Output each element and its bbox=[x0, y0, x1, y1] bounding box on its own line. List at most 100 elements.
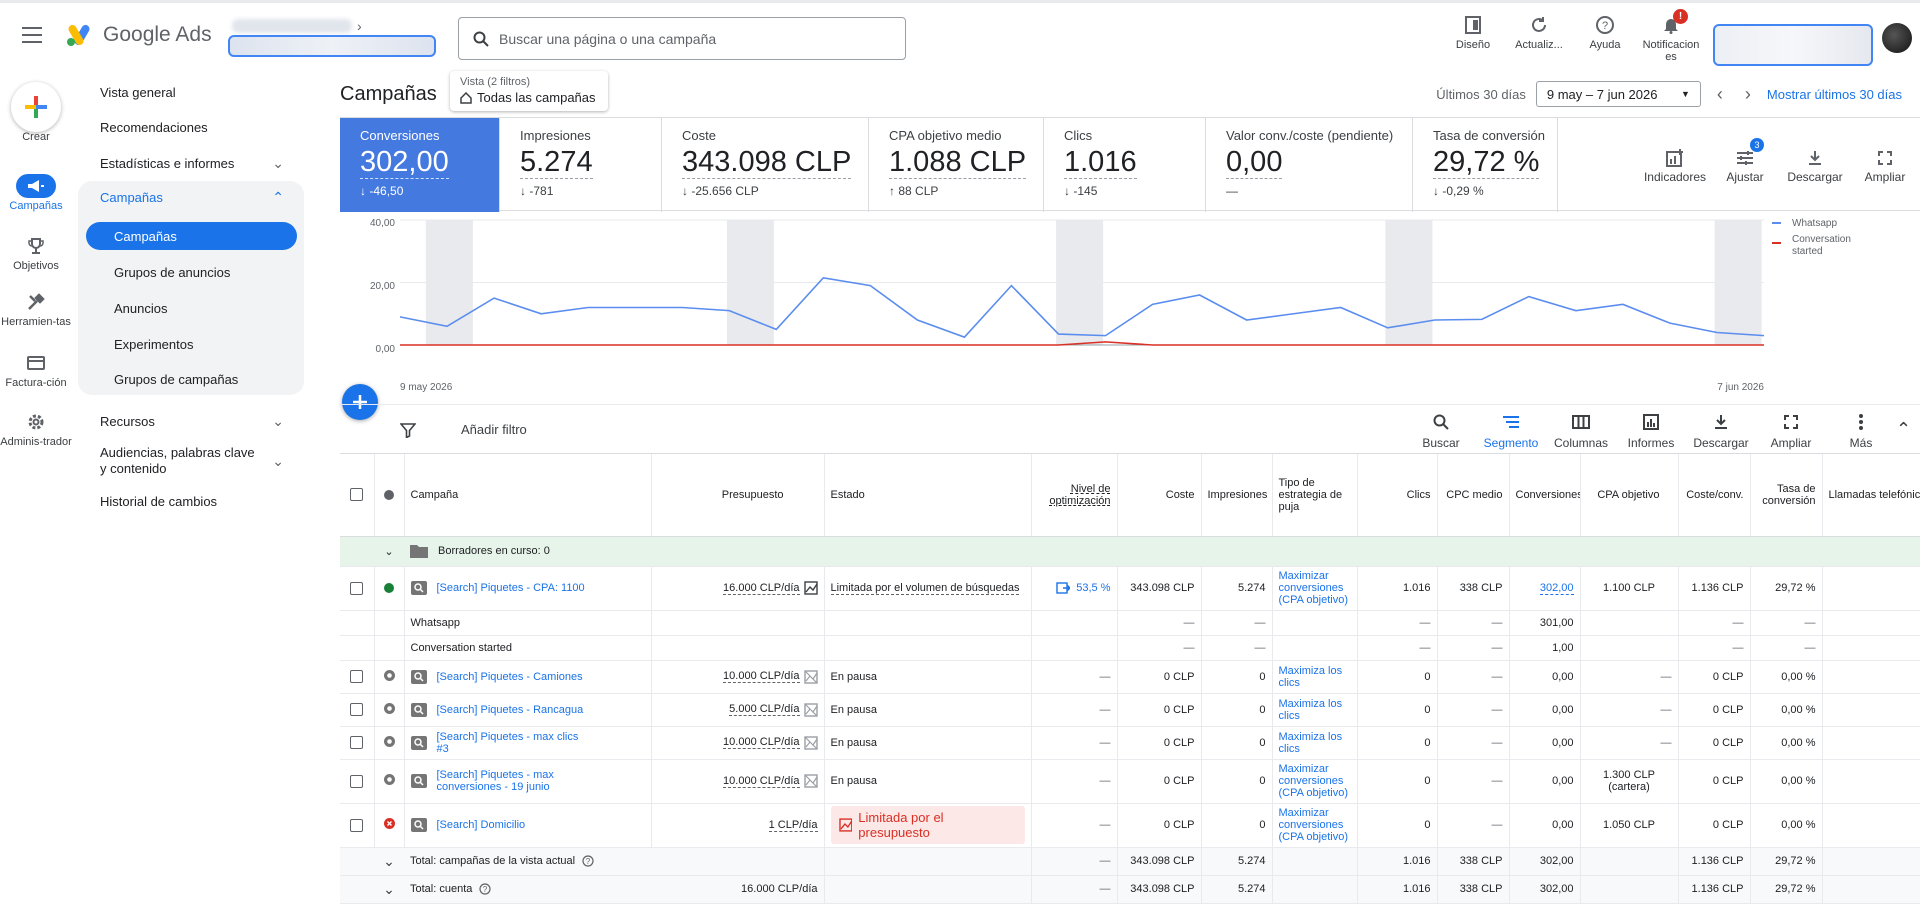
refresh-button[interactable]: Actualiz... bbox=[1506, 13, 1572, 63]
status-enabled-icon[interactable] bbox=[384, 583, 394, 594]
more-button[interactable]: Más bbox=[1826, 411, 1896, 450]
show-last-30-days-link[interactable]: Mostrar últimos 30 días bbox=[1766, 86, 1902, 102]
col-header-optimization[interactable]: Nivel de optimización bbox=[1031, 454, 1118, 537]
scorecard-target-cpa[interactable]: CPA objetivo medio 1.088 CLP ↑ 88 CLP bbox=[869, 118, 1044, 212]
columns-button[interactable]: Columnas bbox=[1546, 411, 1616, 450]
chevron-down-icon[interactable]: ⌄ bbox=[374, 847, 404, 876]
hamburger-menu-icon[interactable] bbox=[22, 27, 42, 43]
table-row[interactable]: [Search] Piquetes - max clics #3 10.000 C… bbox=[340, 726, 1920, 760]
bid-strategy-link[interactable]: Maximiza los clics bbox=[1278, 697, 1343, 722]
campaign-name-link[interactable]: [Search] Domicilio bbox=[436, 819, 526, 831]
table-row[interactable]: [Search] Piquetes - max conversiones - 1… bbox=[340, 759, 1920, 804]
nav-sub-experiments[interactable]: Experimentos bbox=[86, 330, 297, 358]
row-checkbox[interactable] bbox=[350, 818, 364, 832]
chart-icon[interactable] bbox=[803, 581, 818, 595]
row-checkbox[interactable] bbox=[350, 703, 364, 716]
create-button[interactable] bbox=[11, 82, 61, 132]
table-row[interactable]: [Search] Domicilio 1 CLP/día Limitada por … bbox=[340, 803, 1920, 848]
status-paused-icon[interactable] bbox=[383, 702, 395, 714]
help-icon[interactable]: ? bbox=[479, 883, 492, 895]
prev-period-icon[interactable]: ‹ bbox=[1716, 83, 1723, 104]
table-row[interactable]: [Search] Piquetes - Camiones 10.000 CLP/d… bbox=[340, 660, 1920, 694]
col-header-impressions[interactable]: Impresiones bbox=[1201, 454, 1273, 537]
col-header-status[interactable]: Estado bbox=[824, 454, 1032, 537]
row-checkbox[interactable] bbox=[350, 581, 364, 595]
row-checkbox[interactable] bbox=[350, 670, 364, 683]
user-account-box[interactable] bbox=[1713, 24, 1873, 66]
date-range-picker[interactable]: 9 may – 7 jun 2026 ▼ bbox=[1535, 81, 1701, 107]
reports-button[interactable]: Informes bbox=[1616, 411, 1686, 450]
col-header-cost[interactable]: Coste bbox=[1117, 454, 1202, 537]
col-header-cost-per-conv[interactable]: Coste/conv. bbox=[1678, 454, 1751, 537]
col-header-conv-rate[interactable]: Tasa de conversión bbox=[1750, 454, 1823, 537]
notifications-button[interactable]: ! Notificacion es bbox=[1638, 9, 1704, 63]
nav-sub-campaign-groups[interactable]: Grupos de campañas bbox=[86, 365, 297, 393]
scorecard-conv-value-cost[interactable]: Valor conv./coste (pendiente) 0,00 — bbox=[1206, 118, 1413, 212]
search-box[interactable]: Buscar una página o una campaña bbox=[458, 17, 906, 60]
chart-disabled-icon[interactable] bbox=[803, 774, 818, 788]
bid-strategy-link[interactable]: Maximiza los clics bbox=[1278, 664, 1343, 689]
nav-item-overview[interactable]: Vista general bbox=[78, 76, 304, 108]
adjust-button[interactable]: 3 Ajustar bbox=[1710, 138, 1780, 184]
campaign-name-link[interactable]: [Search] Piquetes - max conversiones - 1… bbox=[436, 769, 554, 793]
table-expand-button[interactable]: Ampliar bbox=[1756, 411, 1826, 450]
table-download-button[interactable]: Descargar bbox=[1686, 411, 1756, 450]
download-button[interactable]: Descargar bbox=[1780, 146, 1850, 184]
row-checkbox[interactable] bbox=[350, 736, 364, 749]
bid-strategy-link[interactable]: Maximizar conversiones (CPA objetivo) bbox=[1278, 570, 1349, 606]
nav-item-audiences[interactable]: Audiencias, palabras clave y contenido ⌄ bbox=[78, 441, 304, 481]
col-header-target-cpa[interactable]: CPA objetivo bbox=[1580, 454, 1679, 537]
help-button[interactable]: ? Ayuda bbox=[1572, 13, 1638, 63]
chevron-right-icon[interactable]: › bbox=[357, 18, 362, 34]
conversions-value[interactable]: 302,00 bbox=[1539, 582, 1574, 595]
chevron-down-icon[interactable]: ⌄ bbox=[374, 875, 404, 904]
rail-item-campaigns[interactable]: Campañas bbox=[0, 174, 72, 213]
nav-sub-campaigns[interactable]: Campañas bbox=[86, 222, 297, 250]
account-selector[interactable] bbox=[228, 35, 436, 57]
add-campaign-button[interactable] bbox=[342, 384, 378, 420]
campaign-name-link[interactable]: [Search] Piquetes - Rancagua bbox=[436, 703, 584, 716]
col-header-avg-cpc[interactable]: CPC medio bbox=[1437, 454, 1510, 537]
segment-button[interactable]: Segmento bbox=[1476, 411, 1546, 450]
metrics-button[interactable]: Indicadores bbox=[1640, 146, 1710, 184]
table-row[interactable]: [Search] Piquetes - CPA: 1100 16.000 CLP/… bbox=[340, 566, 1920, 611]
budget-limited-badge[interactable]: Limitada por el presupuesto bbox=[830, 806, 1025, 844]
campaign-name-link[interactable]: [Search] Piquetes - max clics #3 bbox=[436, 730, 579, 755]
col-header-bid-strategy[interactable]: Tipo de estrategia de puja bbox=[1272, 454, 1358, 537]
chart-disabled-icon[interactable] bbox=[803, 702, 818, 717]
status-removed-icon[interactable] bbox=[383, 818, 395, 829]
status-header[interactable] bbox=[374, 454, 405, 537]
row-checkbox[interactable] bbox=[350, 774, 364, 788]
chevron-down-icon[interactable]: ⌄ bbox=[374, 536, 404, 567]
scorecard-impressions[interactable]: Impresiones 5.274 ↓ -781 bbox=[500, 118, 662, 212]
next-period-icon[interactable]: › bbox=[1744, 83, 1751, 104]
chevron-up-icon[interactable]: ⌃ bbox=[1896, 419, 1912, 439]
chart-disabled-icon[interactable] bbox=[803, 669, 818, 684]
status-paused-icon[interactable] bbox=[383, 735, 395, 747]
chart-disabled-icon[interactable] bbox=[803, 735, 818, 750]
google-ads-logo[interactable]: Google Ads bbox=[67, 23, 212, 47]
status-paused-icon[interactable] bbox=[383, 669, 395, 681]
campaign-name-link[interactable]: [Search] Piquetes - CPA: 1100 bbox=[436, 582, 585, 594]
bid-strategy-link[interactable]: Maximiza los clics bbox=[1278, 730, 1343, 755]
view-selector[interactable]: Vista (2 filtros) Todas las campañas bbox=[450, 71, 608, 111]
bid-strategy-link[interactable]: Maximizar conversiones (CPA objetivo) bbox=[1278, 763, 1349, 799]
expand-button[interactable]: Ampliar bbox=[1850, 146, 1920, 184]
avatar[interactable] bbox=[1882, 23, 1912, 53]
table-search-button[interactable]: Buscar bbox=[1406, 411, 1476, 450]
nav-item-assets[interactable]: Recursos ⌄ bbox=[78, 405, 304, 437]
nav-sub-ads[interactable]: Anuncios bbox=[86, 294, 297, 322]
nav-sub-ad-groups[interactable]: Grupos de anuncios bbox=[86, 258, 297, 286]
add-filter-button[interactable]: Añadir filtro bbox=[461, 422, 527, 437]
bid-strategy-link[interactable]: Maximizar conversiones (CPA objetivo) bbox=[1278, 807, 1349, 843]
rail-item-admin[interactable]: Adminis-trador bbox=[0, 410, 72, 449]
scorecard-conv-rate[interactable]: Tasa de conversión 29,72 % ↓ -0,29 % bbox=[1413, 118, 1558, 212]
help-icon[interactable]: ? bbox=[582, 855, 594, 867]
nav-item-recommendations[interactable]: Recomendaciones bbox=[78, 111, 304, 143]
scorecard-clicks[interactable]: Clics 1.016 ↓ -145 bbox=[1044, 118, 1206, 212]
scorecard-conversions[interactable]: Conversiones 302,00 ↓ -46,50 bbox=[340, 118, 500, 212]
col-header-conversions[interactable]: Conversiones bbox=[1509, 454, 1581, 537]
col-header-phone-calls[interactable]: Llamadas telefónicas bbox=[1822, 454, 1920, 537]
col-header-clicks[interactable]: Clics bbox=[1357, 454, 1438, 537]
nav-item-insights-reports[interactable]: Estadísticas e informes ⌄ bbox=[78, 147, 304, 179]
